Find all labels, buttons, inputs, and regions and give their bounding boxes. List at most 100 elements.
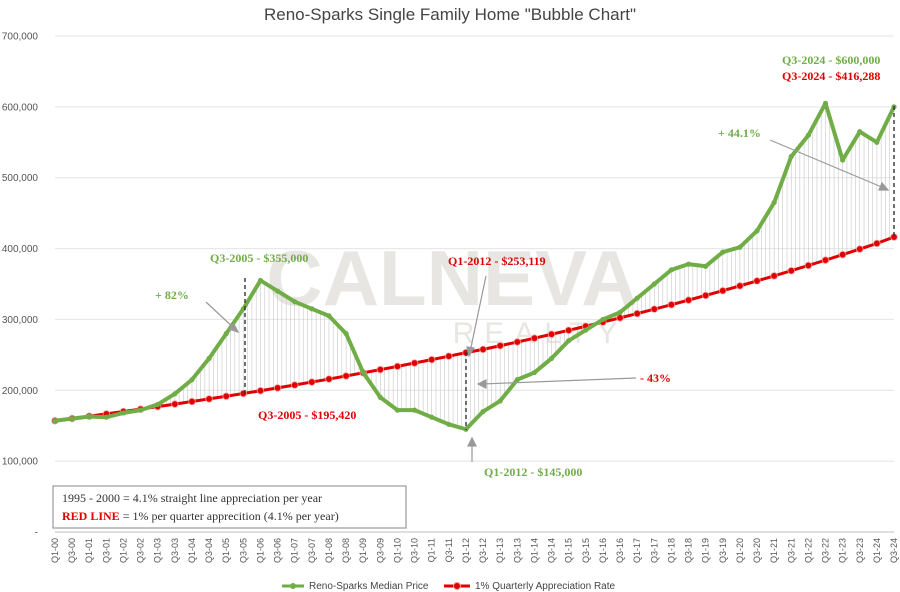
x-tick-label: Q3-15 — [581, 538, 591, 563]
legend-item-appreciation: 1% Quarterly Appreciation Rate — [444, 581, 616, 592]
y-tick-label: 200,000 — [2, 386, 39, 397]
median-price-point — [86, 413, 92, 420]
median-price-point — [69, 416, 75, 422]
x-tick-label: Q1-04 — [187, 538, 197, 563]
median-price-point — [771, 199, 777, 206]
appreciation-rate-point — [821, 256, 830, 264]
appreciation-rate-point — [188, 397, 196, 406]
median-price-point — [446, 421, 452, 427]
appreciation-rate-point — [513, 338, 522, 346]
appreciation-rate-point — [650, 305, 658, 313]
x-tick-label: Q3-23 — [855, 538, 865, 563]
median-price-point — [326, 313, 332, 319]
annotation-arrows — [205, 139, 890, 462]
appreciation-rate-point — [325, 375, 333, 383]
appreciation-rate-point — [222, 392, 230, 400]
x-tick-label: Q1-21 — [769, 538, 779, 563]
legend-label-appreciation: 1% Quarterly Appreciation Rate — [475, 581, 616, 592]
median-price-point — [583, 327, 589, 333]
x-tick-label: Q3-21 — [786, 538, 796, 563]
x-tick-label: Q3-22 — [821, 538, 831, 563]
watermark-sub: REALTY — [453, 317, 627, 350]
median-price-point — [617, 309, 623, 315]
median-price-point — [788, 153, 794, 160]
note-line-2: RED LINE = 1% per quarter apprecition (4… — [62, 509, 339, 523]
x-tick-label: Q3-19 — [718, 538, 728, 563]
median-price-point — [223, 331, 229, 337]
median-price-point — [257, 277, 264, 284]
median-price-point — [668, 267, 675, 273]
annotation-low-2012-trend: Q1-2012 - $253,119 — [448, 254, 546, 268]
median-price-point — [737, 244, 743, 250]
appreciation-rate-point — [393, 362, 402, 371]
appreciation-rate-point — [838, 250, 847, 259]
median-price-point — [805, 132, 811, 138]
appreciation-rate-point — [256, 387, 265, 395]
y-tick-label: 400,000 — [2, 244, 39, 255]
appreciation-rate-point — [873, 239, 881, 248]
median-price-line — [54, 101, 896, 432]
legend-label-median: Reno-Sparks Median Price — [309, 581, 429, 592]
x-tick-label: Q3-10 — [410, 538, 420, 563]
x-tick-label: Q1-12 — [461, 538, 471, 563]
annotation-peak-2005-trend: Q3-2005 - $195,420 — [258, 408, 356, 422]
median-price-point — [189, 377, 195, 383]
x-tick-label: Q3-03 — [170, 538, 180, 563]
legend: Reno-Sparks Median Price 1% Quarterly Ap… — [282, 581, 616, 592]
median-price-point — [480, 408, 486, 415]
median-price-point — [754, 228, 760, 234]
x-tick-label: Q1-11 — [427, 538, 437, 562]
appreciation-rate-point — [547, 330, 556, 338]
x-tick-label: Q3-12 — [478, 538, 488, 563]
appreciation-rate-point — [427, 355, 436, 364]
x-axis: Q1-00 Q3-00 Q1-01 Q3-01 Q1-02 Q3-02 Q1-03 Q3-03… — [50, 531, 899, 563]
appreciation-rate-point — [171, 400, 179, 408]
appreciation-rate-point — [701, 291, 710, 300]
appreciation-rate-point — [496, 342, 504, 350]
median-price-point — [343, 331, 349, 337]
note-line-1: 1995 - 2000 = 4.1% straight line appreci… — [62, 491, 322, 505]
x-tick-label: Q3-01 — [101, 538, 111, 563]
median-price-point — [857, 129, 863, 135]
appreciation-rate-point — [308, 378, 316, 386]
median-price-point — [720, 249, 726, 255]
median-price-point — [566, 338, 572, 344]
appreciation-rate-point — [719, 287, 727, 295]
median-price-point — [103, 414, 109, 420]
note-box: 1995 - 2000 = 4.1% straight line appreci… — [52, 485, 407, 529]
x-tick-label: Q3-18 — [684, 538, 694, 563]
y-tick-label: 700,000 — [2, 32, 39, 43]
appreciation-rate-point — [616, 314, 624, 322]
median-price-point — [874, 139, 880, 145]
median-price-point — [497, 398, 503, 404]
x-tick-label: Q1-20 — [735, 538, 745, 563]
appreciation-rate-point — [479, 345, 487, 354]
series-lines — [51, 100, 898, 432]
median-price-point — [138, 407, 144, 413]
x-tick-label: Q1-10 — [392, 538, 402, 563]
appreciation-rate-point — [804, 261, 813, 270]
appreciation-rate-point — [667, 301, 676, 309]
median-price-point — [394, 407, 401, 413]
y-tick-label: 300,000 — [2, 315, 39, 326]
median-price-point — [531, 369, 538, 376]
x-tick-label: Q1-14 — [529, 538, 539, 563]
appreciation-rate-point — [530, 334, 539, 342]
appreciation-rate-point — [273, 384, 282, 392]
x-tick-label: Q1-24 — [872, 538, 882, 563]
median-price-point — [155, 401, 161, 408]
x-tick-label: Q1-18 — [666, 538, 676, 563]
median-price-point — [600, 316, 606, 323]
x-tick-label: Q1-09 — [358, 538, 368, 563]
median-price-point — [429, 414, 435, 420]
median-price-point — [377, 394, 383, 400]
median-price-point — [634, 295, 640, 301]
x-tick-label: Q3-08 — [341, 538, 351, 563]
x-tick-label: Q1-08 — [324, 538, 334, 563]
y-tick-label: 100,000 — [2, 457, 39, 468]
x-tick-label: Q3-07 — [307, 538, 317, 563]
x-tick-label: Q1-01 — [84, 538, 94, 563]
median-price-point — [360, 369, 366, 376]
x-tick-label: Q1-22 — [803, 538, 813, 563]
median-price-point — [120, 410, 127, 416]
